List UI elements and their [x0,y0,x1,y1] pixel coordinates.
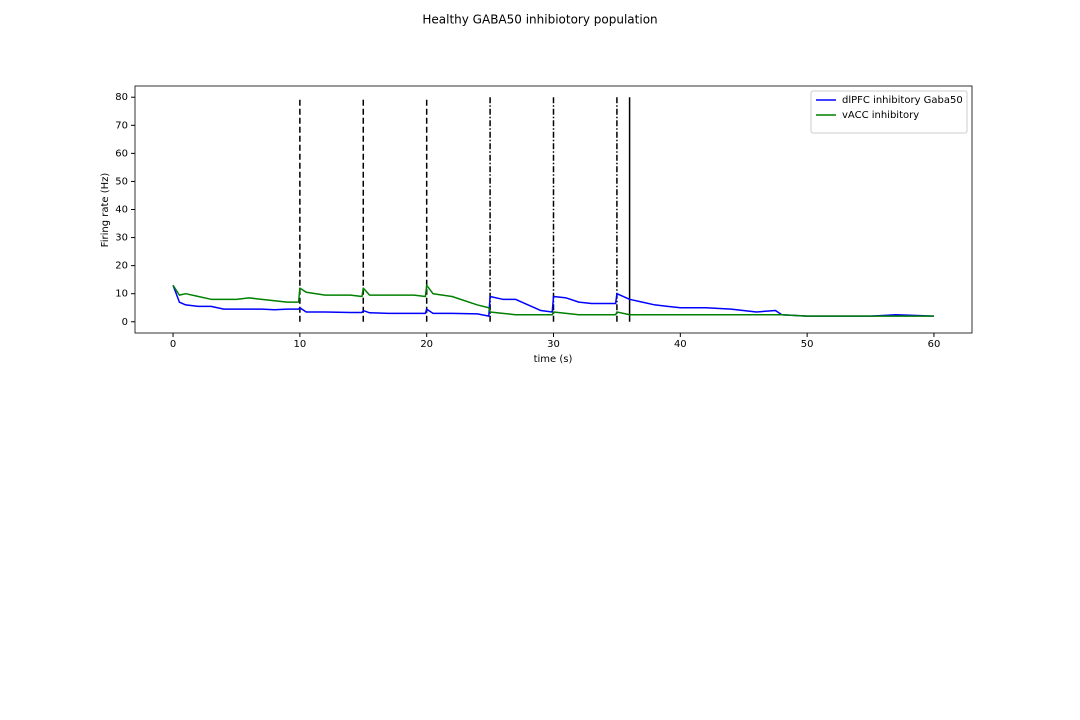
x-tick-label: 20 [420,339,433,350]
x-tick-label: 10 [293,339,306,350]
legend-label: vACC inhibitory [842,110,919,121]
y-tick-label: 60 [115,148,128,159]
y-tick-label: 80 [115,92,128,103]
x-axis-label: time (s) [534,354,573,365]
y-tick-label: 20 [115,261,128,272]
x-tick-label: 30 [547,339,560,350]
y-axis-label: Firing rate (Hz) [100,173,111,248]
plot-frame [134,85,973,334]
y-tick-label: 30 [115,233,128,244]
series-line [172,285,934,317]
x-tick-label: 40 [674,339,687,350]
y-tick-label: 70 [115,120,128,131]
y-tick-label: 40 [115,205,128,216]
y-tick-label: 10 [115,289,128,300]
x-tick-label: 0 [170,339,176,350]
legend-label: dlPFC inhibitory Gaba50 [842,95,963,106]
x-tick-label: 60 [928,339,941,350]
legend-box [810,90,968,134]
y-tick-label: 0 [122,317,128,328]
y-tick-label: 50 [115,176,128,187]
x-tick-label: 50 [801,339,814,350]
chart-title: Healthy GABA50 inhibiotory population [422,13,657,27]
series-line [172,284,934,317]
